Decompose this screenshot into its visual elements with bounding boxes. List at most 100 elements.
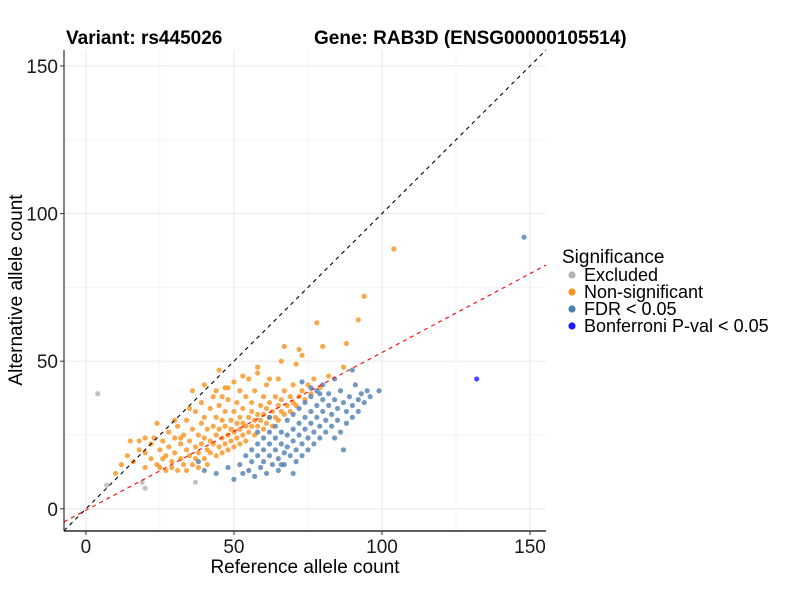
data-point bbox=[210, 441, 216, 447]
data-point bbox=[343, 420, 350, 426]
data-point bbox=[337, 429, 344, 435]
series-bonferroni-p-val-0-05 bbox=[474, 376, 480, 382]
data-point bbox=[263, 405, 270, 412]
data-point bbox=[228, 417, 234, 423]
data-point bbox=[243, 394, 249, 400]
data-point bbox=[201, 467, 207, 474]
data-point bbox=[521, 234, 527, 240]
data-point bbox=[311, 429, 317, 435]
x-tick-label: 100 bbox=[366, 537, 398, 558]
data-point bbox=[314, 402, 320, 409]
data-point bbox=[332, 435, 338, 441]
legend-label: FDR < 0.05 bbox=[584, 299, 677, 319]
data-point bbox=[260, 459, 267, 465]
data-point bbox=[308, 420, 314, 426]
data-point bbox=[260, 447, 267, 453]
data-point bbox=[284, 444, 290, 450]
data-point bbox=[266, 376, 273, 382]
data-point bbox=[225, 447, 231, 453]
data-point bbox=[376, 388, 382, 394]
data-point bbox=[308, 408, 314, 415]
data-point bbox=[299, 379, 305, 385]
data-point bbox=[266, 429, 273, 435]
data-point bbox=[293, 361, 299, 367]
data-point bbox=[216, 426, 222, 432]
data-point bbox=[216, 444, 222, 450]
x-axis-label: Reference allele count bbox=[210, 557, 400, 578]
data-point bbox=[260, 426, 267, 432]
data-point bbox=[290, 470, 296, 477]
data-point bbox=[308, 394, 314, 400]
data-point bbox=[391, 246, 397, 252]
data-point bbox=[219, 394, 225, 400]
data-point bbox=[112, 470, 119, 477]
data-point bbox=[160, 438, 166, 444]
data-point bbox=[299, 352, 305, 358]
data-point bbox=[222, 441, 228, 447]
data-point bbox=[237, 461, 243, 468]
data-point bbox=[189, 461, 196, 468]
data-point bbox=[231, 379, 237, 385]
data-point bbox=[302, 426, 308, 432]
x-tick-label: 0 bbox=[81, 537, 92, 558]
data-point bbox=[317, 435, 323, 441]
data-point bbox=[243, 423, 249, 429]
data-point bbox=[290, 382, 296, 388]
data-point bbox=[266, 399, 273, 406]
data-point bbox=[266, 453, 273, 459]
data-point bbox=[225, 397, 231, 403]
data-point bbox=[104, 482, 110, 488]
legend-marker bbox=[568, 271, 576, 279]
data-point bbox=[192, 408, 199, 415]
data-point bbox=[219, 417, 225, 423]
data-point bbox=[222, 423, 228, 429]
data-point bbox=[249, 399, 255, 406]
data-point bbox=[266, 441, 273, 447]
reference-line-fit bbox=[63, 264, 547, 523]
data-point bbox=[305, 447, 311, 453]
legend-label: Bonferroni P-val < 0.05 bbox=[584, 316, 769, 336]
data-point bbox=[349, 367, 355, 373]
data-point bbox=[186, 405, 193, 412]
data-point bbox=[189, 426, 196, 432]
data-point bbox=[213, 432, 219, 438]
data-point bbox=[192, 479, 199, 485]
data-point bbox=[314, 320, 320, 326]
data-point bbox=[257, 464, 264, 471]
title-gene: Gene: RAB3D (ENSG00000105514) bbox=[314, 28, 627, 49]
data-point bbox=[231, 444, 237, 450]
data-point bbox=[213, 453, 219, 459]
data-point bbox=[139, 479, 145, 485]
data-point bbox=[255, 370, 261, 376]
data-point bbox=[311, 376, 317, 382]
data-point bbox=[148, 456, 154, 462]
data-point bbox=[243, 438, 249, 444]
data-point bbox=[278, 461, 284, 468]
data-point bbox=[290, 411, 296, 417]
data-point bbox=[136, 438, 142, 444]
data-point bbox=[255, 364, 261, 370]
legend-title: Significance bbox=[562, 247, 664, 268]
data-point bbox=[183, 467, 190, 474]
legend-marker bbox=[568, 305, 576, 313]
data-point bbox=[361, 399, 367, 406]
y-tick-label: 0 bbox=[47, 500, 58, 521]
reference-line-identity bbox=[63, 49, 547, 532]
data-point bbox=[334, 417, 341, 423]
reference-lines bbox=[63, 49, 547, 532]
data-point bbox=[296, 420, 302, 426]
data-point bbox=[275, 456, 281, 462]
data-point bbox=[281, 388, 287, 394]
data-point bbox=[225, 464, 231, 471]
data-point bbox=[234, 435, 240, 441]
data-point bbox=[355, 397, 361, 403]
data-point bbox=[219, 450, 225, 456]
data-point bbox=[284, 432, 290, 438]
data-point bbox=[207, 405, 213, 412]
data-point bbox=[249, 408, 255, 415]
data-point bbox=[154, 420, 160, 426]
data-point bbox=[234, 399, 240, 406]
data-point bbox=[275, 402, 281, 409]
data-point bbox=[142, 485, 148, 491]
series-fdr-0-05 bbox=[195, 234, 527, 482]
